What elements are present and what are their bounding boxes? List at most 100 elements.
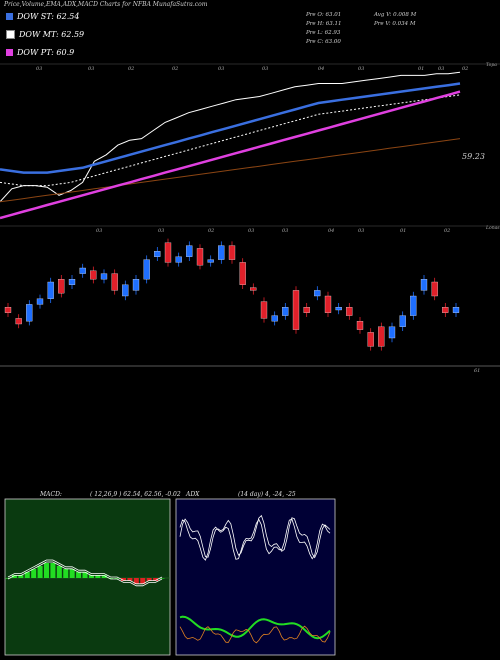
ma-last-value: 59.23 [462,152,485,161]
macd-histogram-bar [140,578,146,584]
candle-date-label: 02 [208,228,214,234]
ma-series-line [0,82,461,174]
ma-date-label: 03 [262,66,268,72]
ma-series-line [0,90,461,220]
ma-series-line [0,138,461,203]
ma-corner-label: Topa [486,62,497,68]
candle-body [36,298,44,305]
macd-histogram-bar [159,578,165,579]
macd-histogram-bar [153,578,159,581]
candle-body [399,315,406,327]
macd-histogram-bar [69,569,75,578]
candle-date-label: 03 [248,228,254,234]
candle-body [324,295,332,313]
macd-histogram-bar [133,578,139,584]
candle-body [346,307,353,316]
legend-pt: DOW PT: 60.9 [6,48,74,57]
ma-series-line [0,71,461,203]
candle-body [68,279,76,285]
adx-panel [175,498,336,656]
macd-histogram-bar [95,575,101,578]
macd-histogram-bar [24,572,30,578]
legend-mt: DOW MT: 62.59 [6,30,84,39]
candle-date-label: 03 [282,228,288,234]
macd-histogram-bar [108,578,114,579]
adx-title: ADX [186,491,200,498]
legend-st: DOW ST: 62.54 [6,12,79,21]
macd-histogram-bar [63,569,69,578]
candle-body [282,307,289,316]
candle-body [4,307,12,313]
candle-body [207,259,214,263]
candle-date-label: 02 [444,228,450,234]
candle-price-label: 61 [474,368,480,374]
candle-body [186,245,193,257]
candle-body [132,279,140,291]
pre-close: Pre C: 63.00 [306,39,341,45]
candle-body [122,284,129,297]
ma-date-label: 04 [318,66,324,72]
macd-histogram-bar [18,575,24,578]
candle-body [314,290,321,297]
adx-dx-line [179,625,331,644]
adx-di-plus-line [179,514,331,559]
macd-histogram-bar [56,566,62,578]
candle-body [303,307,310,313]
macd-line [7,559,163,585]
candle-body [410,295,417,316]
chart-title: Price,Volume,EMA,ADX,MACD Charts for NFB… [4,1,208,8]
candle-body [164,242,172,263]
candle-body [26,304,33,322]
candle-body [335,307,342,311]
candle-body [15,318,22,325]
macd-histogram-bar [37,566,43,578]
candle-body [452,307,460,313]
candle-body [271,315,278,322]
macd-histogram-bar [50,563,56,578]
ma-series-line [0,94,461,187]
candle-body [47,281,54,299]
candle-body [292,290,300,330]
legend-pt-label: DOW PT: 60.9 [17,48,75,57]
candle-corner-label: Lonas [485,225,500,231]
candle-body [228,245,236,260]
macd-histogram-bar [11,575,17,578]
candle-date-label: 03 [358,228,364,234]
ma-date-label: 03 [438,66,444,72]
candle-body [431,281,438,297]
candle-body [250,287,257,291]
candle-body [111,273,118,291]
ma-date-label: 03 [358,66,364,72]
candle-body [378,326,385,347]
macd-histogram-bar [44,563,49,578]
ma-date-label: 02 [172,66,178,72]
ma-date-label: 03 [36,66,42,72]
pre-high: Pre H: 63.11 [306,21,342,27]
adx-params: (14 day) 4, -24, -25 [238,491,296,498]
candle-body [442,307,449,313]
ma-date-label: 02 [128,66,134,72]
candle-body [420,279,428,291]
ma-date-label: 03 [88,66,94,72]
candle-body [154,251,161,257]
candle-body [388,326,396,339]
candle-body [79,267,86,274]
candle-body [260,301,268,319]
legend-st-swatch [6,13,13,20]
legend-pt-swatch [6,49,13,56]
candle-body [58,279,65,294]
candle-body [218,245,225,260]
candle-date-label: 01 [400,228,406,234]
candle-body [356,321,364,330]
candle-body [143,259,150,280]
pre-volume: Pre V: 0.034 M [374,21,416,27]
legend-mt-swatch [6,30,15,39]
pre-low: Pre L: 62.93 [306,30,341,36]
candle-body [367,332,374,347]
avg-volume: Avg V: 0.008 M [374,12,417,18]
ma-date-label: 02 [462,66,468,72]
candle-date-label: 04 [328,228,334,234]
macd-title: MACD: [40,491,62,498]
candle-body [196,248,204,266]
